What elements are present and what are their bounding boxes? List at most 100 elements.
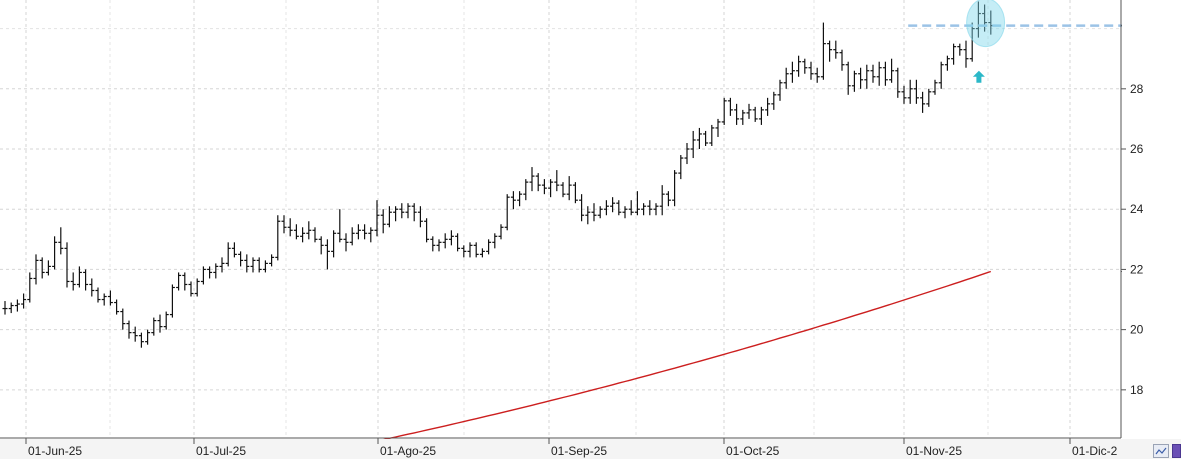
ohlc-bar (182, 272, 188, 291)
ohlc-bar (734, 103, 740, 125)
y-tick-label: 22 (1130, 262, 1144, 276)
panel-toggle-button[interactable] (1172, 444, 1181, 458)
ohlc-bar (176, 272, 182, 291)
ohlc-bar (932, 79, 938, 95)
ohlc-bar (169, 284, 175, 318)
ohlc-bar (634, 191, 640, 216)
y-tick-label: 28 (1130, 82, 1144, 96)
ohlc-bar (820, 22, 826, 80)
ohlc-bars (2, 1, 994, 348)
x-tick-label: 01-Jul-25 (196, 444, 246, 458)
ohlc-bar (523, 179, 529, 201)
ohlc-bar (76, 266, 82, 288)
ohlc-bar (467, 242, 473, 258)
x-tick-label: 01-Ago-25 (380, 444, 436, 458)
ohlc-bar (851, 70, 857, 92)
ohlc-bar (715, 118, 721, 137)
x-tick-label: 01-Jun-25 (28, 444, 82, 458)
ohlc-bar (318, 236, 324, 255)
ohlc-bar (951, 43, 957, 65)
ohlc-bar (269, 254, 275, 267)
ohlc-bar (473, 242, 479, 258)
ohlc-bar (901, 85, 907, 104)
ohlc-bar (641, 203, 647, 216)
ohlc-bar (653, 203, 659, 216)
ohlc-bar (374, 200, 380, 237)
ohlc-bar (21, 293, 27, 309)
ohlc-bar (281, 215, 287, 234)
ohlc-bar (448, 230, 454, 246)
ohlc-bar (591, 203, 597, 222)
ohlc-bar (529, 167, 535, 192)
ohlc-bar (672, 170, 678, 207)
ohlc-bar (802, 58, 808, 74)
ohlc-bar (628, 200, 634, 216)
ohlc-bar (225, 242, 231, 267)
x-tick-label: 01-Sep-25 (551, 444, 607, 458)
ohlc-bar (703, 130, 709, 146)
ohlc-bar (45, 260, 51, 276)
ohlc-bar (250, 257, 256, 273)
ohlc-bar (895, 67, 901, 98)
ohlc-bar (920, 91, 926, 113)
ohlc-bar (833, 40, 839, 59)
ohlc-bar (151, 317, 157, 336)
ohlc-bar (548, 179, 554, 198)
ohlc-bar (399, 203, 405, 219)
chart-zoom-icon (1155, 447, 1167, 455)
ohlc-bar (324, 239, 330, 270)
ma-series-line (376, 270, 992, 442)
ohlc-bar (368, 227, 374, 243)
ohlc-bar (684, 142, 690, 165)
ohlc-bar (213, 263, 219, 279)
ohlc-bar (659, 185, 665, 216)
ohlc-bar (138, 332, 144, 348)
ohlc-bar (2, 301, 8, 315)
ohlc-bar (89, 278, 95, 297)
ohlc-bar (498, 224, 504, 240)
x-tick-label: 01-Dic-2 (1072, 444, 1118, 458)
ohlc-bar (405, 203, 411, 219)
ohlc-bar (114, 299, 120, 315)
x-axis: 01-Jun-25 01-Jul-25 01-Ago-25 01-Sep-25 01-O… (0, 437, 1181, 459)
ohlc-bar (969, 22, 975, 62)
ohlc-bar (504, 194, 510, 231)
ohlc-bar (796, 55, 802, 77)
ohlc-bar (455, 233, 461, 252)
ohlc-bar (126, 320, 132, 339)
ohlc-bar (771, 91, 777, 110)
ohlc-bar (461, 245, 467, 258)
ohlc-bar (696, 127, 702, 150)
ohlc-bar (430, 236, 436, 252)
moving-average-line (376, 270, 992, 442)
ohlc-bar (975, 1, 981, 38)
ohlc-bar (957, 43, 963, 56)
zoom-toggle-button[interactable] (1153, 444, 1169, 458)
ohlc-bar (889, 58, 895, 83)
ohlc-bar (486, 239, 492, 255)
ohlc-bar (442, 233, 448, 249)
ohlc-bar (510, 191, 516, 210)
ohlc-bar (876, 61, 882, 86)
ohlc-bar (926, 88, 932, 107)
ohlc-bar (411, 203, 417, 222)
ohlc-bar (665, 191, 671, 207)
ohlc-bar (765, 97, 771, 116)
ohlc-bar (690, 130, 696, 159)
ohlc-bar (541, 179, 547, 195)
up-arrow-icon (972, 70, 985, 83)
ohlc-bar (845, 61, 851, 95)
ohlc-bar (938, 61, 944, 89)
ohlc-bar (808, 61, 814, 80)
ohlc-bar (343, 233, 349, 252)
ohlc-bar (907, 79, 913, 104)
ohlc-bar (64, 242, 70, 288)
ohlc-bar (622, 206, 628, 219)
ohlc-bar (579, 194, 585, 222)
ohlc-bar (727, 97, 733, 116)
ohlc-bar (963, 40, 969, 68)
ohlc-bar (300, 227, 306, 243)
ohlc-bar (535, 173, 541, 192)
x-tick-label: 01-Nov-25 (906, 444, 962, 458)
ohlc-bar (33, 254, 39, 285)
